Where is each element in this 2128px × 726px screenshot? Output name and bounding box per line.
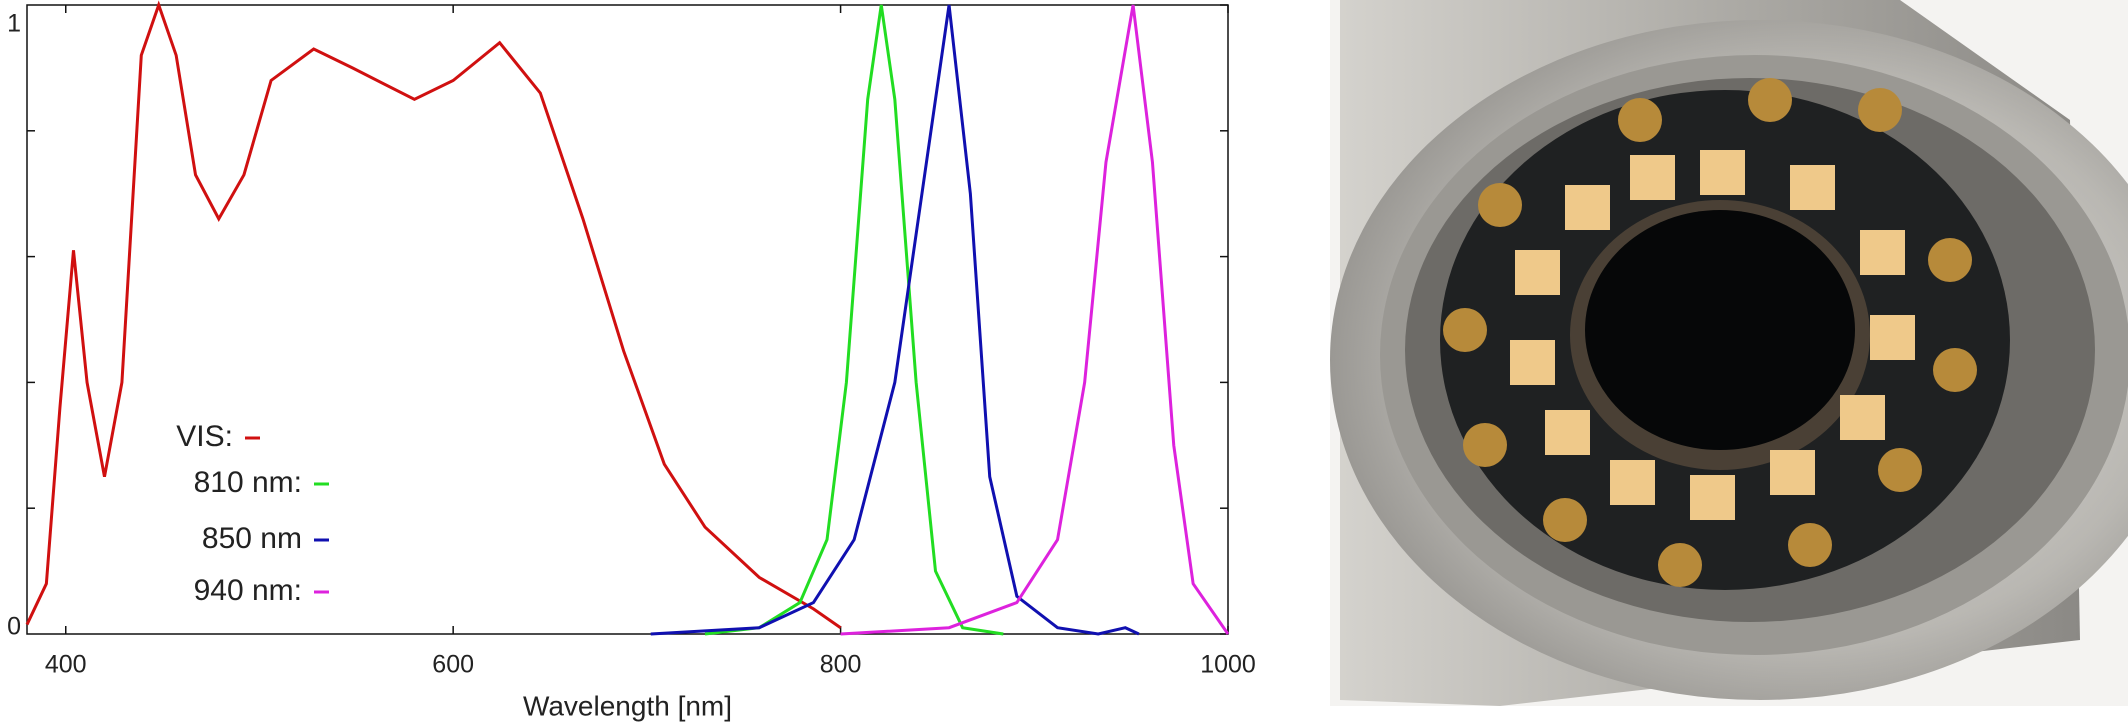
- legend-label: 850 nm: [202, 522, 302, 555]
- plot-frame: [26, 4, 1229, 635]
- series-line: [840, 4, 1230, 636]
- legend-label: 940 nm:: [194, 574, 302, 607]
- series-line: [25, 0, 842, 629]
- series-line: [650, 4, 1140, 636]
- x-tick-label: 400: [45, 651, 87, 679]
- x-tick-label: 1000: [1200, 651, 1256, 679]
- photo: [1330, 0, 2128, 706]
- y-tick-label: 0: [7, 613, 21, 641]
- y-tick-label: 1: [7, 10, 21, 38]
- x-tick-label: 600: [432, 651, 474, 679]
- series-line: [704, 4, 1004, 636]
- legend-label: VIS:: [176, 420, 233, 453]
- x-axis-label: Wavelength [nm]: [523, 690, 732, 721]
- x-tick-label: 800: [820, 651, 862, 679]
- legend-label: 810 nm:: [194, 466, 302, 499]
